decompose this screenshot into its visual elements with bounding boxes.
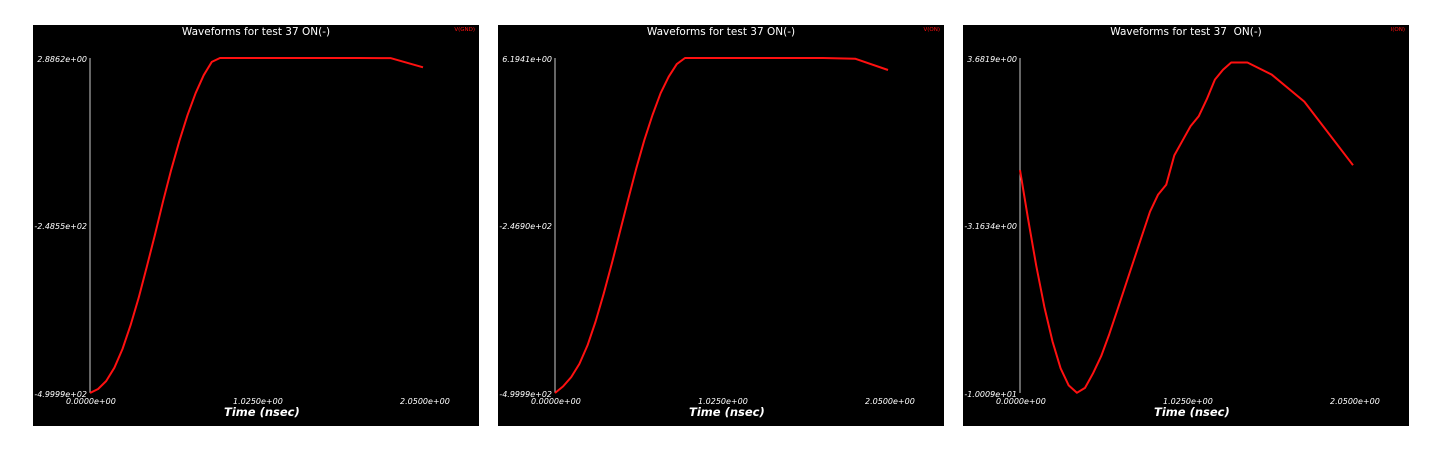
x-tick-label-end: 2.0500e+00 [865,397,915,406]
y-tick-label-middle: -2.4855e+02 [34,222,87,231]
x-tick-label-start: 0.0000e+00 [531,397,581,406]
y-tick-label-bottom: -4.9999e+02 [34,390,87,399]
series-line-i-on [1019,61,1354,394]
y-tick-label-top: 3.6819e+00 [967,55,1017,64]
waveform-panel-von: Waveforms for test 37 ON(-) V(ON) 6.1941… [498,25,944,426]
y-tick-label-top: 2.8862e+00 [37,55,87,64]
plot-area-ion [1019,58,1354,394]
chart-title: Waveforms for test 37 ON(-) [646,26,796,38]
x-tick-label-start: 0.0000e+00 [996,397,1046,406]
y-tick-label-middle: -3.1634e+00 [964,222,1017,231]
y-tick-label-bottom: -4.9999e+02 [499,390,552,399]
y-tick-label-bottom: -1.0009e+01 [964,390,1017,399]
plot-area-von [554,57,889,394]
legend-entry-ion: I(ON) [1390,27,1405,33]
series-line-v-on [554,57,889,394]
waveform-panel-vgnd: Waveforms for test 37 ON(-) V(GND) 2.886… [33,25,479,426]
plot-area-vgnd [89,57,424,394]
legend-entry-von: V(ON) [923,27,941,33]
series-line-v-gnd [89,57,424,394]
x-axis-label: Time (nsec) [1154,405,1230,419]
x-tick-label-middle: 1.0250e+00 [698,397,748,406]
x-tick-label-middle: 1.0250e+00 [1163,397,1213,406]
x-tick-label-middle: 1.0250e+00 [233,397,283,406]
legend-entry-vgnd: V(GND) [454,27,475,33]
y-tick-label-middle: -2.4690e+02 [499,222,552,231]
x-axis-label: Time (nsec) [689,405,765,419]
waveform-panel-ion: Waveforms for test 37 ON(-) I(ON) 3.6819… [963,25,1409,426]
chart-title: Waveforms for test 37 ON(-) [181,26,331,38]
chart-title: Waveforms for test 37 ON(-) [1110,26,1262,38]
x-tick-label-end: 2.0500e+00 [400,397,450,406]
x-axis-label: Time (nsec) [224,405,300,419]
x-tick-label-end: 2.0500e+00 [1330,397,1380,406]
x-tick-label-start: 0.0000e+00 [66,397,116,406]
y-tick-label-top: 6.1941e+00 [502,55,552,64]
